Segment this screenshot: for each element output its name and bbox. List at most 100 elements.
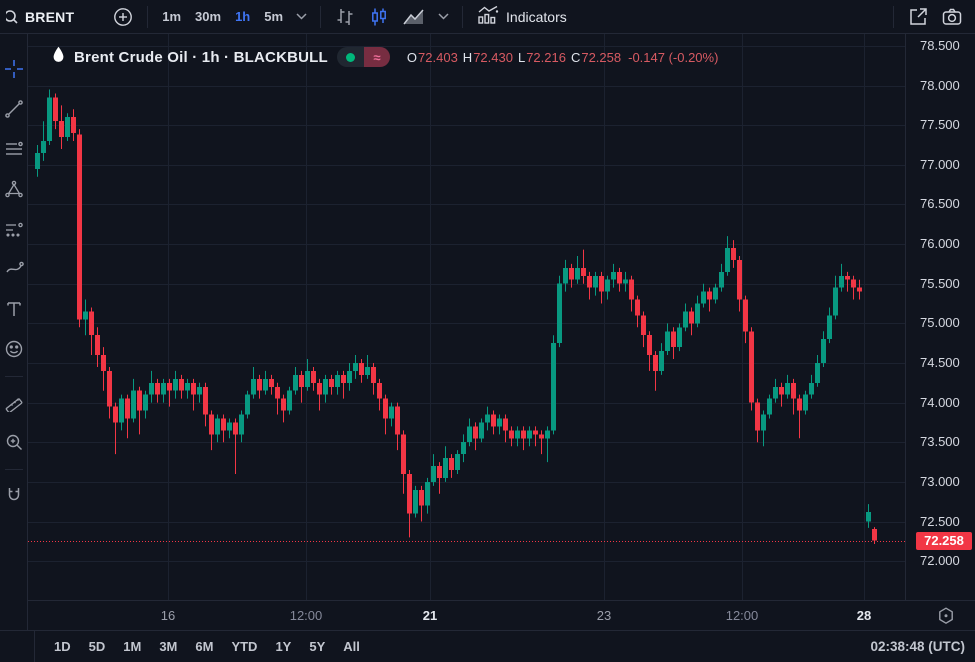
top-toolbar: BRENT 1m 30m 1h 5m [0,0,975,34]
measure-tool-button[interactable] [1,383,27,423]
ohlc-readout: O 72.403 H 72.430 L 72.216 C 72.258 -0.147 (… [407,50,719,65]
market-status-button[interactable] [336,47,364,67]
ruler-icon [4,392,24,415]
drawing-toolbar-separator [4,469,23,470]
indicators-icon [476,4,500,29]
price-axis[interactable]: 78.500 78.000 77.500 77.000 76.500 76.000 75.5… [905,34,975,600]
timeframe-30m-button[interactable]: 30m [188,5,228,28]
symbol-search-button[interactable]: BRENT [0,4,80,30]
open-value: 72.403 [418,49,458,65]
low-label: L [517,49,526,65]
range-3m-button[interactable]: 3M [152,635,184,658]
candlestick-chart-canvas[interactable] [28,34,905,600]
range-1y-button[interactable]: 1Y [268,635,298,658]
trend-line-icon [4,99,24,122]
chart-body: Brent Crude Oil · 1h · BLACKBULL ≈ O 72.4… [0,34,975,630]
plus-circle-icon [112,6,134,28]
time-tick-label: 16 [160,608,176,623]
forecast-icon [4,219,24,242]
price-tick-label: 78.500 [920,37,960,53]
time-axis[interactable]: 16 12:00 21 23 12:00 28 [28,600,975,630]
fib-lines-tool-button[interactable] [1,130,27,170]
symbol-label: BRENT [25,8,75,25]
axis-settings-button[interactable] [936,606,956,629]
external-link-icon [907,6,929,28]
legend-title[interactable]: Brent Crude Oil · 1h · BLACKBULL [74,48,328,66]
range-5y-button[interactable]: 5Y [302,635,332,658]
range-6m-button[interactable]: 6M [188,635,220,658]
emoji-icon [4,339,24,362]
date-range-group: 1D 5D 1M 3M 6M YTD 1Y 5Y All [35,635,367,658]
toolbar-separator [893,5,894,28]
price-tick-label: 72.500 [920,513,960,529]
price-tick-label: 78.000 [920,77,960,93]
market-open-dot [345,52,355,62]
close-label: C [570,49,581,65]
time-tick-label: 23 [596,608,612,623]
change-value: -0.147 (-0.20%) [628,49,719,65]
bottom-toolbar-spacer [0,631,35,662]
legend-status-pill: ≈ [336,47,390,67]
bars-style-icon [334,6,356,28]
screenshot-button[interactable] [935,2,969,32]
style-menu-button[interactable] [432,9,455,24]
open-label: O [406,49,418,65]
crosshair-tool-button[interactable] [1,50,27,90]
time-tick-label: 28 [856,608,872,623]
droplet-icon [52,46,65,68]
toolbar-right-group [886,2,969,32]
crosshair-icon [4,59,24,82]
timeframe-1h-button[interactable]: 1h [228,5,257,28]
range-5d-button[interactable]: 5D [82,635,113,658]
horizontal-lines-icon [4,139,24,162]
search-icon [6,8,19,26]
time-tick-label: 12:00 [289,608,323,623]
low-value: 72.216 [526,49,566,65]
time-tick-label: 21 [422,608,438,623]
bars-style-button[interactable] [328,2,362,32]
timeframe-5m-button[interactable]: 5m [257,5,290,28]
range-ytd-button[interactable]: YTD [224,635,264,658]
area-style-button[interactable] [396,2,432,32]
timeframe-group: 1m 30m 1h 5m [155,5,290,28]
hexagon-gear-icon [936,607,956,629]
forecast-tool-button[interactable] [1,210,27,250]
camera-icon [941,6,963,28]
high-value: 72.430 [473,49,513,65]
indicators-label: Indicators [506,8,567,25]
text-icon [4,299,24,322]
text-tool-button[interactable] [1,290,27,330]
zoom-in-tool-button[interactable] [1,423,27,463]
emoji-tool-button[interactable] [1,330,27,370]
compare-add-button[interactable] [106,2,140,32]
clock-timezone-button[interactable]: 02:38:48 (UTC) [870,639,975,654]
price-tick-label: 75.500 [920,275,960,291]
trend-line-tool-button[interactable] [1,90,27,130]
bottom-toolbar: 1D 5D 1M 3M 6M YTD 1Y 5Y All 02:38:48 (UTC) [0,630,975,662]
approx-price-button[interactable]: ≈ [363,47,390,67]
price-tick-label: 76.000 [920,236,960,252]
toolbar-separator [320,5,322,28]
zoom-in-icon [4,432,24,455]
brush-icon [4,259,24,282]
timeframe-1m-button[interactable]: 1m [155,5,188,28]
timeframe-menu-button[interactable] [290,9,313,24]
price-tick-label: 72.000 [920,553,960,569]
pattern-icon [4,179,24,202]
candles-style-icon [368,6,390,28]
magnet-tool-button[interactable] [1,476,27,516]
brush-tool-button[interactable] [1,250,27,290]
indicators-button[interactable]: Indicators [470,0,573,33]
price-tick-label: 77.500 [920,117,960,133]
range-1d-button[interactable]: 1D [47,635,78,658]
price-tick-label: 75.000 [920,315,960,331]
range-all-button[interactable]: All [336,635,367,658]
chevron-down-icon [296,13,307,20]
range-1m-button[interactable]: 1M [116,635,148,658]
pattern-tool-button[interactable] [1,170,27,210]
open-in-new-window-button[interactable] [901,2,935,32]
candles-style-button[interactable] [362,2,396,32]
high-label: H [462,49,473,65]
toolbar-separator [147,5,149,28]
